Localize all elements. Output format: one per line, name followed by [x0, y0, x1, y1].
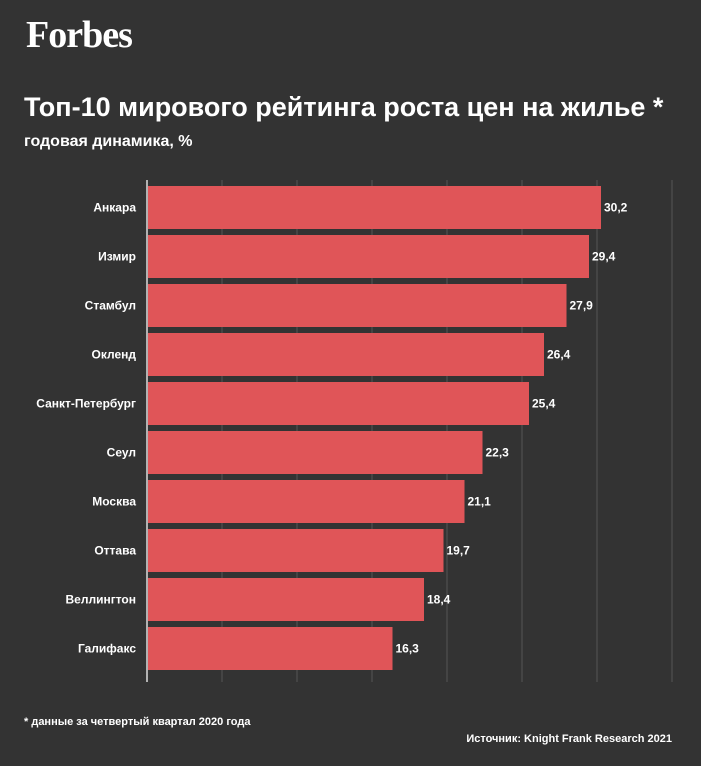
bar — [148, 627, 393, 670]
bar — [148, 382, 529, 425]
category-labels: Анкара Измир Стамбул Окленд Санкт-Петербург С… — [36, 201, 136, 656]
value-label: 16,3 — [396, 642, 420, 656]
bar — [148, 333, 544, 376]
value-label: 19,7 — [447, 544, 471, 558]
source-note: Источник: Knight Frank Research 2021 — [466, 733, 672, 745]
forbes-logo: Forbes — [26, 14, 133, 56]
bar — [148, 235, 589, 278]
bar — [148, 284, 567, 327]
bar — [148, 578, 424, 621]
value-label: 26,4 — [547, 348, 571, 362]
value-label: 21,1 — [468, 495, 492, 509]
footnote: * данные за четвертый квартал 2020 года — [24, 716, 251, 728]
bars — [148, 186, 601, 670]
value-label: 30,2 — [604, 201, 628, 215]
value-label: 22,3 — [486, 446, 510, 460]
category-label: Сеул — [107, 446, 136, 460]
bar — [148, 480, 465, 523]
value-label: 18,4 — [427, 593, 451, 607]
category-label: Санкт-Петербург — [36, 397, 136, 411]
value-labels: 30,2 29,4 27,9 26,4 25,4 22,3 21,1 19,7 18,4 16,3 — [396, 201, 628, 656]
chart-title: Топ-10 мирового рейтинга роста цен на жи… — [24, 92, 664, 122]
category-label: Стамбул — [85, 299, 136, 313]
category-label: Веллингтон — [65, 593, 136, 607]
value-label: 25,4 — [532, 397, 556, 411]
category-label: Оттава — [94, 544, 136, 558]
category-label: Окленд — [92, 348, 137, 362]
value-label: 27,9 — [570, 299, 594, 313]
category-label: Измир — [98, 250, 136, 264]
bar — [148, 186, 601, 229]
bar — [148, 529, 444, 572]
bar — [148, 431, 483, 474]
category-label: Галифакс — [78, 642, 136, 656]
category-label: Москва — [92, 495, 136, 509]
value-label: 29,4 — [592, 250, 616, 264]
chart-subtitle: годовая динамика, % — [24, 133, 193, 150]
category-label: Анкара — [93, 201, 136, 215]
